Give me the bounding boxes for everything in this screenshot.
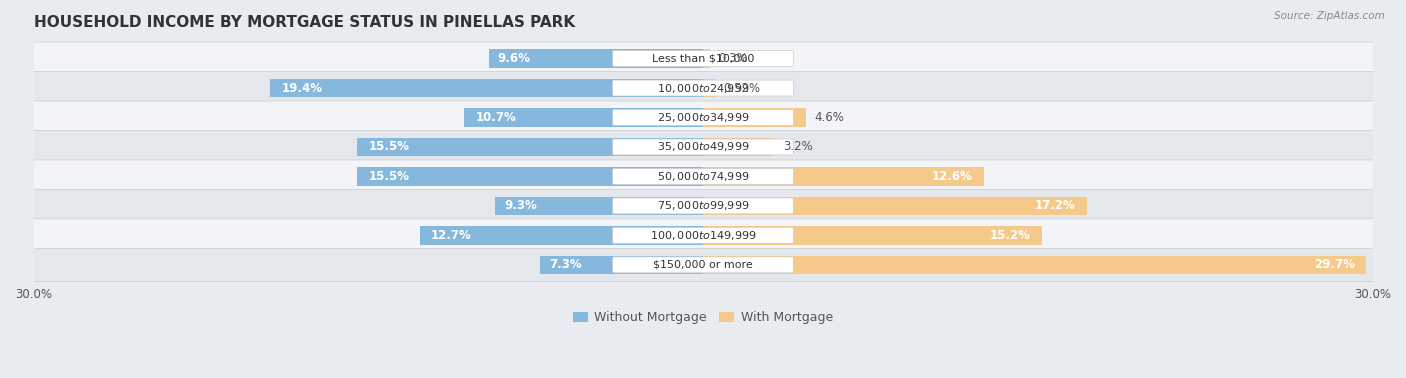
Text: 9.6%: 9.6%	[498, 52, 530, 65]
Text: 12.6%: 12.6%	[932, 170, 973, 183]
Bar	[703, 197, 1087, 215]
Bar	[703, 108, 806, 127]
Text: 0.3%: 0.3%	[718, 52, 748, 65]
FancyBboxPatch shape	[21, 248, 1385, 281]
Bar	[357, 138, 703, 156]
Text: $150,000 or more: $150,000 or more	[654, 260, 752, 270]
FancyBboxPatch shape	[613, 198, 793, 214]
FancyBboxPatch shape	[21, 160, 1385, 193]
Text: $35,000 to $49,999: $35,000 to $49,999	[657, 141, 749, 153]
FancyBboxPatch shape	[613, 51, 793, 67]
Text: 10.7%: 10.7%	[475, 111, 516, 124]
Bar	[270, 79, 703, 97]
Text: 7.3%: 7.3%	[548, 258, 582, 271]
FancyBboxPatch shape	[613, 169, 793, 184]
Bar	[357, 167, 703, 186]
Bar	[703, 79, 714, 97]
Bar	[703, 50, 710, 68]
Bar	[703, 226, 1042, 245]
FancyBboxPatch shape	[613, 139, 793, 155]
Bar	[540, 256, 703, 274]
Bar	[703, 167, 984, 186]
Text: 15.5%: 15.5%	[368, 170, 409, 183]
FancyBboxPatch shape	[613, 228, 793, 243]
Text: HOUSEHOLD INCOME BY MORTGAGE STATUS IN PINELLAS PARK: HOUSEHOLD INCOME BY MORTGAGE STATUS IN P…	[34, 15, 575, 30]
Text: $50,000 to $74,999: $50,000 to $74,999	[657, 170, 749, 183]
Text: 17.2%: 17.2%	[1035, 200, 1076, 212]
FancyBboxPatch shape	[613, 110, 793, 125]
FancyBboxPatch shape	[613, 257, 793, 273]
Text: $100,000 to $149,999: $100,000 to $149,999	[650, 229, 756, 242]
Text: 15.2%: 15.2%	[990, 229, 1031, 242]
FancyBboxPatch shape	[21, 189, 1385, 222]
FancyBboxPatch shape	[21, 71, 1385, 105]
FancyBboxPatch shape	[21, 101, 1385, 134]
Text: 4.6%: 4.6%	[814, 111, 845, 124]
Text: $25,000 to $34,999: $25,000 to $34,999	[657, 111, 749, 124]
FancyBboxPatch shape	[21, 42, 1385, 75]
Text: Source: ZipAtlas.com: Source: ZipAtlas.com	[1274, 11, 1385, 21]
Text: $75,000 to $99,999: $75,000 to $99,999	[657, 200, 749, 212]
FancyBboxPatch shape	[613, 80, 793, 96]
Text: 3.2%: 3.2%	[783, 141, 813, 153]
FancyBboxPatch shape	[21, 219, 1385, 252]
Text: 9.3%: 9.3%	[505, 200, 537, 212]
FancyBboxPatch shape	[21, 130, 1385, 163]
Text: 12.7%: 12.7%	[430, 229, 471, 242]
Text: 0.52%: 0.52%	[724, 82, 761, 94]
Legend: Without Mortgage, With Mortgage: Without Mortgage, With Mortgage	[568, 307, 838, 330]
Bar	[703, 256, 1365, 274]
Text: Less than $10,000: Less than $10,000	[652, 54, 754, 64]
Text: 29.7%: 29.7%	[1313, 258, 1354, 271]
Bar	[495, 197, 703, 215]
Bar	[489, 50, 703, 68]
Bar	[703, 138, 775, 156]
Text: 15.5%: 15.5%	[368, 141, 409, 153]
Text: 19.4%: 19.4%	[281, 82, 322, 94]
Bar	[419, 226, 703, 245]
Text: $10,000 to $24,999: $10,000 to $24,999	[657, 82, 749, 94]
Bar	[464, 108, 703, 127]
